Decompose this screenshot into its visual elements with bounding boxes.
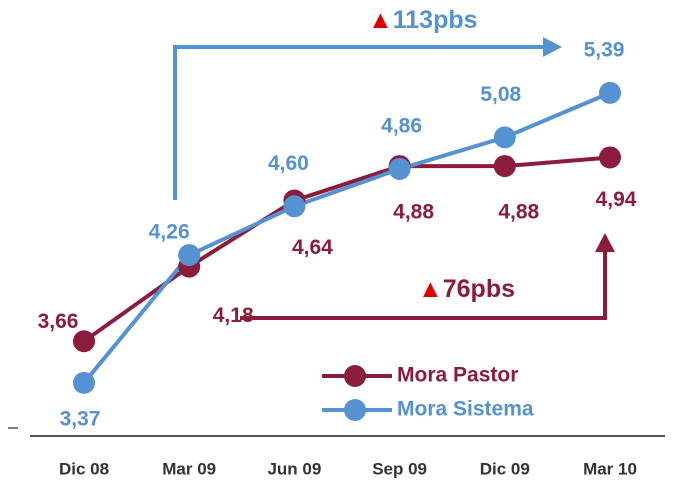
x-tick-label: Dic 08 xyxy=(59,459,109,478)
data-point xyxy=(493,155,516,178)
x-tick-label: Mar 09 xyxy=(162,459,216,478)
series-line xyxy=(82,91,611,385)
value-label: 4,18 xyxy=(213,304,254,327)
value-label: 3,66 xyxy=(38,310,79,333)
x-tick-label: Jun 09 xyxy=(267,459,321,478)
legend-label: Mora Sistema xyxy=(397,398,534,421)
legend-marker xyxy=(344,365,366,387)
value-label: 4,94 xyxy=(596,188,637,211)
arrow-head xyxy=(595,233,615,252)
data-point xyxy=(178,244,201,267)
value-label: 4,60 xyxy=(268,152,309,175)
data-point xyxy=(73,330,95,353)
x-tick-label: Mar 10 xyxy=(583,459,637,478)
data-point xyxy=(599,146,621,169)
annotation-arrow xyxy=(240,250,607,320)
legend-marker xyxy=(344,399,366,421)
x-tick-label: Dic 09 xyxy=(480,459,530,478)
annotation: ▲113pbs xyxy=(368,6,478,34)
data-point xyxy=(493,126,516,149)
series-line xyxy=(82,155,611,343)
data-point xyxy=(73,371,95,394)
data-point xyxy=(283,195,306,218)
value-label: 5,39 xyxy=(584,38,625,61)
annotation-arrow xyxy=(173,45,545,200)
annotation: ▲76pbs xyxy=(418,275,515,303)
value-label: 4,64 xyxy=(292,236,333,259)
arrow-head xyxy=(543,37,562,57)
value-label: 4,88 xyxy=(498,201,539,224)
value-label: 3,37 xyxy=(60,407,101,430)
value-label: 4,88 xyxy=(393,201,434,224)
data-point xyxy=(388,157,411,180)
data-point xyxy=(599,81,621,104)
legend-label: Mora Pastor xyxy=(397,364,518,387)
value-label: 4,26 xyxy=(149,221,190,244)
value-label: 4,86 xyxy=(381,115,422,138)
x-tick-label: Sep 09 xyxy=(372,459,427,478)
value-label: 5,08 xyxy=(480,83,521,106)
